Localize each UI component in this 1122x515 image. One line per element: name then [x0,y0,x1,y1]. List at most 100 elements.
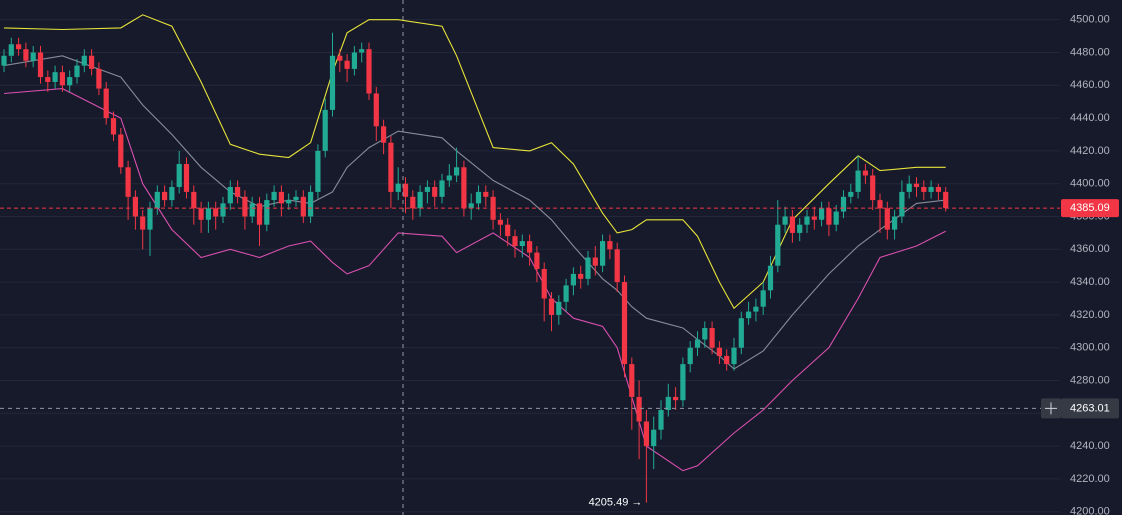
y-tick-label: 4240.00 [1070,440,1110,452]
candle-body [673,396,679,401]
y-tick-label: 4420.00 [1070,145,1110,157]
candle-body [16,44,22,50]
candle-body [928,186,934,192]
candle-body [527,241,533,253]
candle-body [286,200,292,204]
candle-body [249,203,255,217]
candle-body [797,224,803,233]
candle-body [454,167,460,176]
candle-body [359,49,365,53]
candle-body [118,134,124,168]
candle-body [424,186,430,192]
candle-body [439,180,445,197]
candle-body [935,186,941,192]
candle-body [826,208,832,225]
candle-body [198,208,204,220]
candle-body [446,175,452,181]
candle-body [293,196,299,201]
candle-body [315,150,321,192]
candle-body [775,224,781,266]
candle-body [753,306,759,312]
y-tick-label: 4460.00 [1070,79,1110,91]
candle-body [132,196,138,217]
candle-body [23,49,29,61]
candle-body [483,191,489,197]
candle-body [687,347,693,365]
candle-body [578,273,584,279]
candle-body [169,186,175,201]
last-price-tag [1061,199,1119,218]
candle-body [716,347,722,356]
candle-body [235,186,241,197]
candle-body [402,183,409,197]
candle-body [629,364,635,397]
candle-body [242,196,248,217]
candle-body [366,49,372,94]
candle-body [811,216,817,220]
candle-body [37,52,44,78]
y-tick-label: 4220.00 [1070,473,1110,485]
candle-body [147,208,153,230]
candle-body [694,339,701,348]
candle-body [877,200,883,209]
candle-body [468,203,474,209]
candle-body [607,241,613,250]
candle-body [351,52,357,69]
candle-body [176,164,182,187]
candle-body [264,200,270,225]
candle-body [855,170,861,192]
band-line [3,55,946,370]
candle-body [702,328,708,340]
candle-body [89,55,95,69]
candle-body [125,167,131,197]
candle-body [191,191,197,209]
candle-body [59,72,65,86]
low-marker-label: 4205.49 → [589,497,643,509]
candle-body [804,216,810,225]
candle-body [819,208,825,220]
candle-body [74,65,80,78]
candle-body [227,186,233,204]
candle-body [614,249,620,283]
candle-body [570,273,576,286]
y-tick-label: 4440.00 [1070,112,1110,124]
candle-body [921,186,927,192]
candle-body [534,252,540,269]
candle-body [140,216,146,230]
candle-body [782,216,788,225]
candle-body [512,236,518,247]
candle-body [337,55,343,61]
candle-body [8,44,14,56]
candle-body [30,52,36,61]
candle-body [278,191,284,204]
candle-body [892,216,898,230]
y-tick-label: 4340.00 [1070,276,1110,288]
candle-body [52,72,58,83]
candle-body [96,68,102,89]
candle-body [848,191,854,197]
candle-body [308,191,314,217]
candle-body [81,55,87,66]
candle-body [833,211,839,225]
candle-body [344,60,350,69]
candle-body [410,196,416,209]
candle-body [300,196,306,217]
candle-body [665,396,671,411]
candle-body [1,55,7,66]
candle-body [724,355,730,365]
candle-body [789,216,795,233]
y-tick-label: 4500.00 [1070,14,1110,26]
last-price-label: 4385.09 [1070,202,1110,214]
candle-body [388,142,394,192]
candle-body [906,183,912,192]
candle-body [600,241,606,266]
y-tick-label: 4200.00 [1070,506,1110,515]
candle-body [731,347,737,365]
candle-body [585,257,591,279]
candle-body [256,203,263,225]
y-tick-label: 4300.00 [1070,342,1110,354]
price-tags: 4385.09 4263.01 4205.49 → [0,199,1119,509]
candle-body [417,191,423,209]
